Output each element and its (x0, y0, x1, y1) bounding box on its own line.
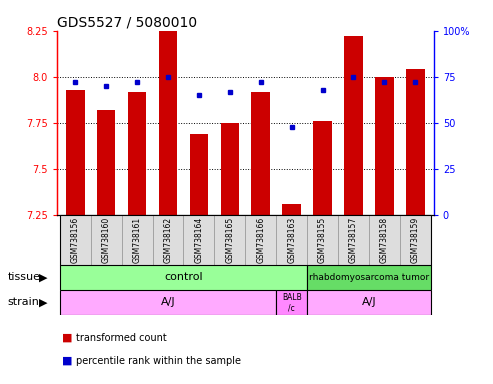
Text: GSM738157: GSM738157 (349, 217, 358, 263)
Bar (338, 215, 369, 265)
Text: A/J: A/J (361, 297, 376, 308)
Bar (122, 215, 152, 265)
Bar (152, 215, 183, 265)
Text: ▶: ▶ (39, 272, 48, 283)
Bar (400, 215, 431, 265)
Bar (60, 215, 91, 265)
Bar (307, 215, 338, 265)
Bar (251, 91, 270, 215)
Bar (307, 290, 431, 315)
Bar (276, 215, 307, 265)
Text: ■: ■ (62, 356, 72, 366)
Bar (91, 215, 122, 265)
Text: BALB
/c: BALB /c (282, 293, 302, 312)
Bar (159, 31, 177, 215)
Bar (60, 290, 276, 315)
Bar (128, 91, 146, 215)
Text: ▶: ▶ (39, 297, 48, 308)
Text: GSM738163: GSM738163 (287, 217, 296, 263)
Text: GSM738156: GSM738156 (70, 217, 80, 263)
Text: control: control (164, 272, 203, 283)
Text: GDS5527 / 5080010: GDS5527 / 5080010 (57, 16, 197, 30)
Bar (276, 290, 307, 315)
Bar (307, 265, 431, 290)
Bar (60, 265, 307, 290)
Text: GSM738158: GSM738158 (380, 217, 389, 263)
Bar (245, 215, 276, 265)
Bar (282, 204, 301, 215)
Text: ■: ■ (62, 333, 72, 343)
Text: rhabdomyosarcoma tumor: rhabdomyosarcoma tumor (309, 273, 429, 282)
Text: A/J: A/J (161, 297, 176, 308)
Bar (97, 110, 115, 215)
Bar (375, 77, 393, 215)
Bar (406, 70, 424, 215)
Text: GSM738166: GSM738166 (256, 217, 265, 263)
Text: GSM738165: GSM738165 (225, 217, 234, 263)
Bar (183, 215, 214, 265)
Text: tissue: tissue (7, 272, 40, 283)
Bar (66, 90, 84, 215)
Bar (214, 215, 245, 265)
Bar (369, 215, 400, 265)
Text: GSM738159: GSM738159 (411, 217, 420, 263)
Bar (220, 123, 239, 215)
Text: GSM738160: GSM738160 (102, 217, 110, 263)
Bar (313, 121, 332, 215)
Text: transformed count: transformed count (76, 333, 167, 343)
Text: GSM738164: GSM738164 (194, 217, 204, 263)
Bar (190, 134, 208, 215)
Text: GSM738161: GSM738161 (133, 217, 141, 263)
Bar (344, 36, 363, 215)
Text: strain: strain (7, 297, 39, 308)
Text: GSM738155: GSM738155 (318, 217, 327, 263)
Text: GSM738162: GSM738162 (164, 217, 173, 263)
Text: percentile rank within the sample: percentile rank within the sample (76, 356, 242, 366)
